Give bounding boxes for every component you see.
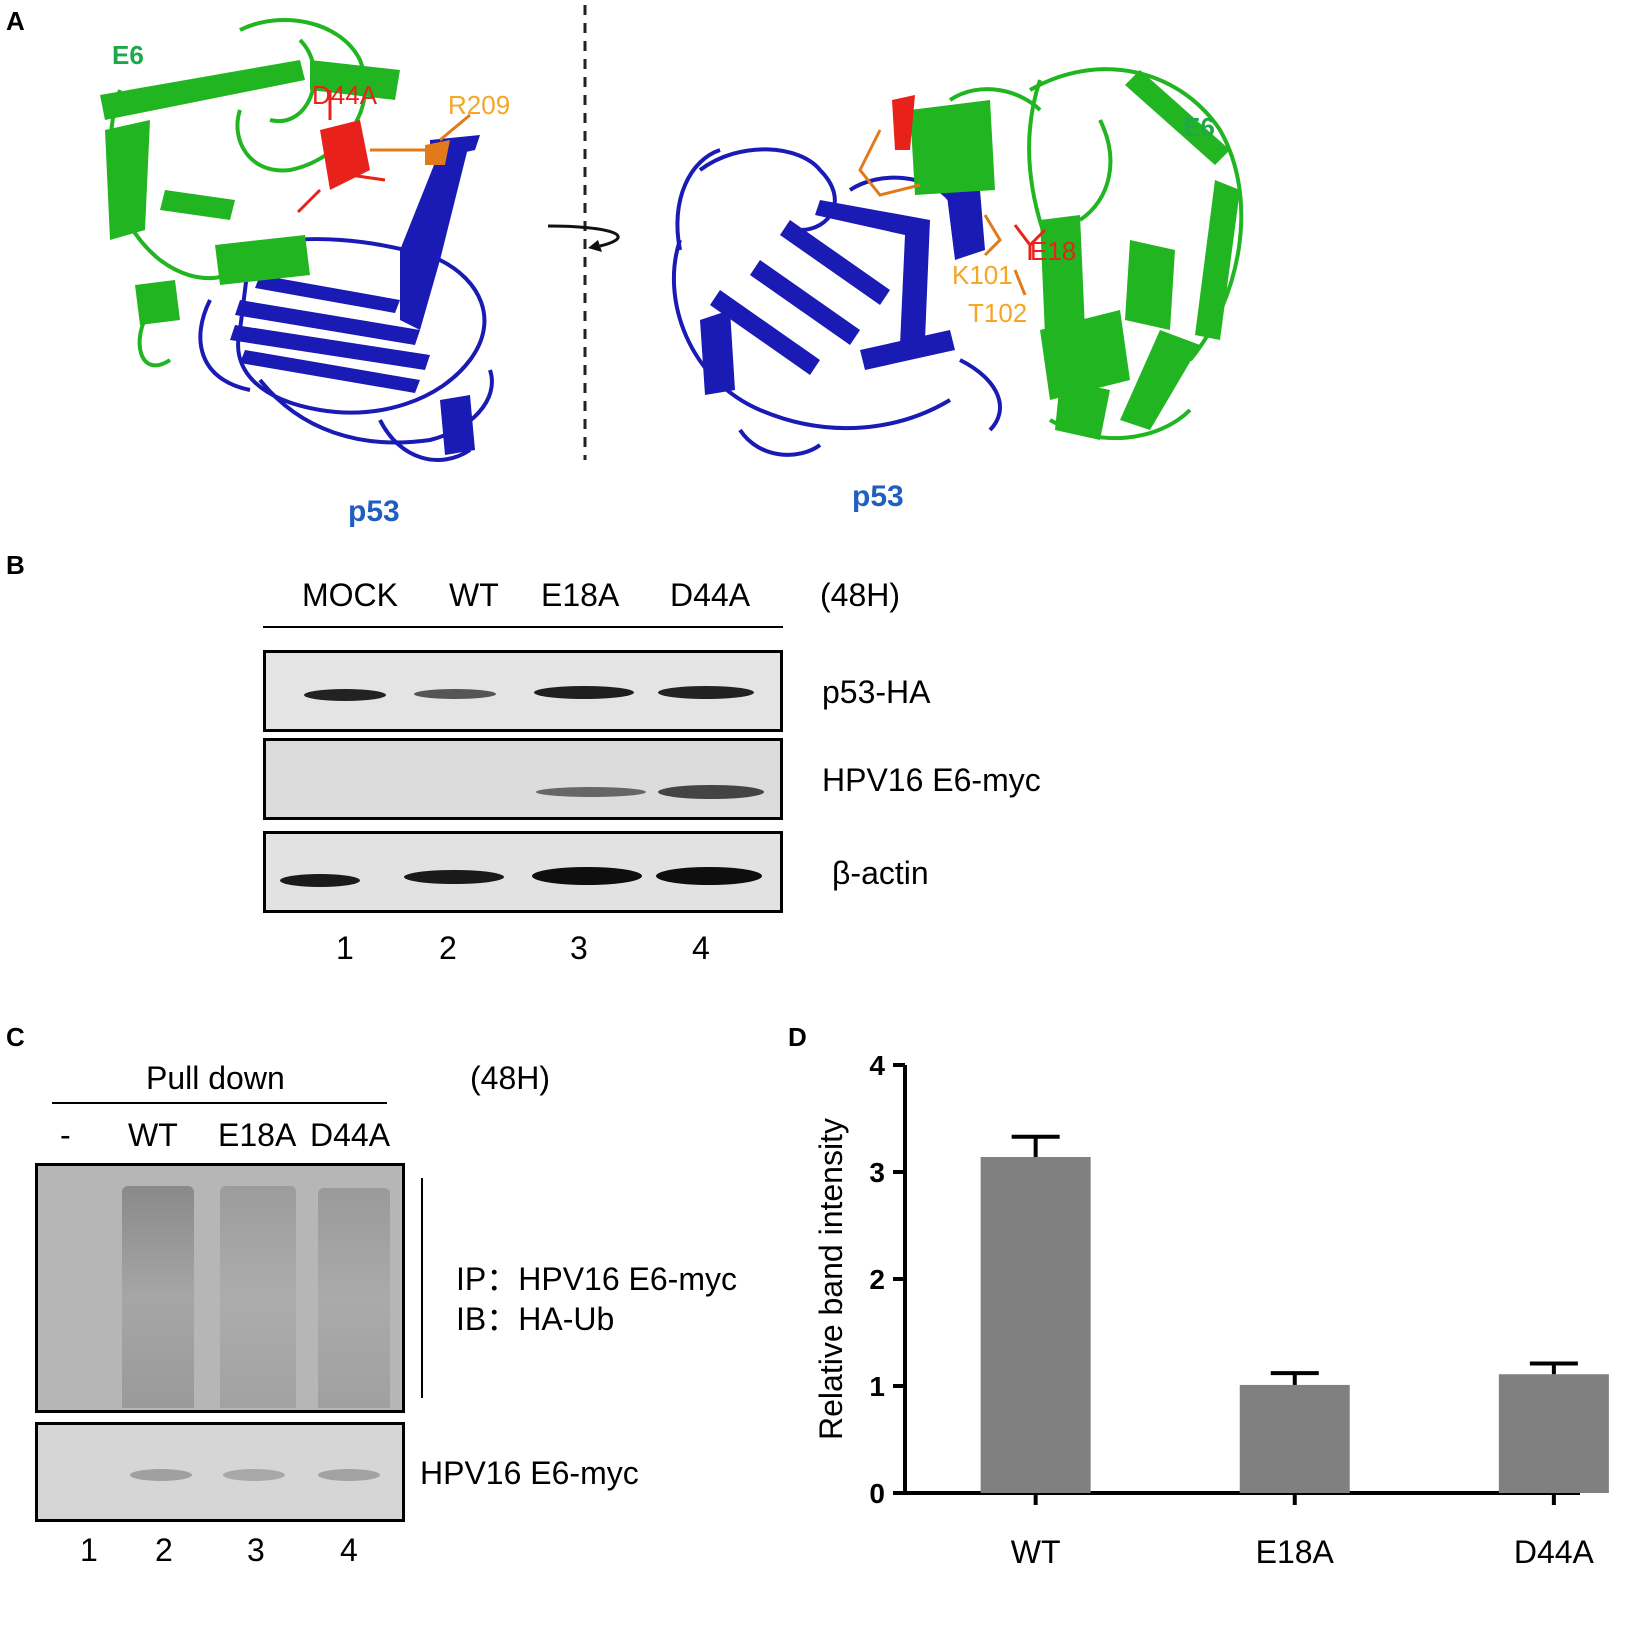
smear-lane-2 [122, 1186, 194, 1408]
right-e6-label: E6 [1183, 112, 1215, 142]
x-tick-label: WT [1011, 1534, 1061, 1570]
lane-number: 1 [336, 930, 354, 966]
row-label-e6-myc-c: HPV16 E6-myc [420, 1455, 639, 1491]
lane-label-e18a: E18A [541, 577, 620, 613]
x-tick-label: E18A [1256, 1534, 1335, 1570]
bar-d44a [1498, 1374, 1609, 1493]
y-tick-label: 1 [869, 1371, 885, 1402]
ip-bracket-line [421, 1178, 423, 1398]
y-tick-label: 2 [869, 1264, 885, 1295]
lane-number: 4 [340, 1532, 358, 1568]
rotation-arrow-icon [547, 224, 620, 248]
lane-label-wt: WT [128, 1117, 178, 1153]
right-k101-label: K101 [952, 260, 1013, 290]
blot-p53-ha [263, 650, 783, 732]
lane-label-e18a: E18A [218, 1117, 297, 1153]
left-e6-label: E6 [112, 40, 144, 70]
y-tick-label: 4 [869, 1050, 885, 1081]
blot-ha-ub [35, 1163, 405, 1413]
panel-a-label: A [6, 6, 25, 36]
y-tick-label: 3 [869, 1157, 885, 1188]
smear-lane-4 [318, 1188, 390, 1408]
right-p53-label: p53 [852, 480, 904, 513]
lane-number: 1 [80, 1532, 98, 1568]
ip-label: IP：HPV16 E6-myc [456, 1261, 737, 1297]
pull-down-label: Pull down [146, 1060, 285, 1096]
lane-label-d44a: D44A [310, 1117, 391, 1153]
band [304, 689, 386, 701]
band [414, 689, 496, 699]
lane-number: 4 [692, 930, 710, 966]
lane-number: 3 [570, 930, 588, 966]
time-label-c: (48H) [470, 1060, 551, 1096]
structure-figure [100, 5, 1244, 462]
bar-chart: 0 1 2 3 4 Relative band intensity WT E18A D44A [813, 1050, 1609, 1570]
left-p53-label: p53 [348, 495, 400, 528]
row-label-beta-actin: β-actin [832, 855, 929, 891]
bar-wt [980, 1157, 1091, 1493]
band [130, 1469, 192, 1481]
row-label-p53-ha: p53-HA [822, 674, 931, 710]
band [536, 787, 646, 797]
panel-b-header-line [263, 626, 783, 628]
lane-label-d44a: D44A [670, 577, 751, 613]
band [534, 686, 634, 699]
bar-e18a [1239, 1384, 1350, 1493]
blot-e6-myc [263, 738, 783, 820]
band [656, 867, 762, 885]
blot-beta-actin [263, 831, 783, 913]
band [658, 686, 754, 699]
left-r209-label: R209 [448, 90, 511, 120]
panel-d-label: D [788, 1022, 807, 1052]
x-tick-label: D44A [1514, 1534, 1595, 1570]
ib-label: IB：HA-Ub [456, 1301, 615, 1337]
right-structure [671, 67, 1244, 457]
left-d44a-label: D44A [312, 80, 378, 110]
row-label-e6-myc: HPV16 E6-myc [822, 762, 1041, 798]
smear-lane-3 [220, 1186, 296, 1408]
lane-label-mock: MOCK [302, 577, 398, 613]
time-label-b: (48H) [820, 577, 901, 613]
blot-e6-myc-c [35, 1422, 405, 1522]
lane-number: 2 [439, 930, 457, 966]
lane-number: 3 [247, 1532, 265, 1568]
panel-c-label: C [6, 1022, 25, 1052]
band [318, 1469, 380, 1481]
band [404, 870, 504, 884]
y-axis-title: Relative band intensity [813, 1118, 849, 1440]
y-tick-label: 0 [869, 1478, 885, 1509]
band [280, 874, 360, 887]
right-e18-label: E18 [1030, 236, 1077, 266]
band [223, 1469, 285, 1481]
band [532, 867, 642, 885]
right-t102-label: T102 [968, 298, 1028, 328]
panel-b-label: B [6, 550, 25, 580]
lane-label-neg: - [60, 1117, 71, 1153]
left-structure [100, 18, 494, 462]
panel-c-header-line [52, 1102, 387, 1104]
lane-number: 2 [155, 1532, 173, 1568]
band [658, 785, 764, 799]
lane-label-wt: WT [449, 577, 499, 613]
